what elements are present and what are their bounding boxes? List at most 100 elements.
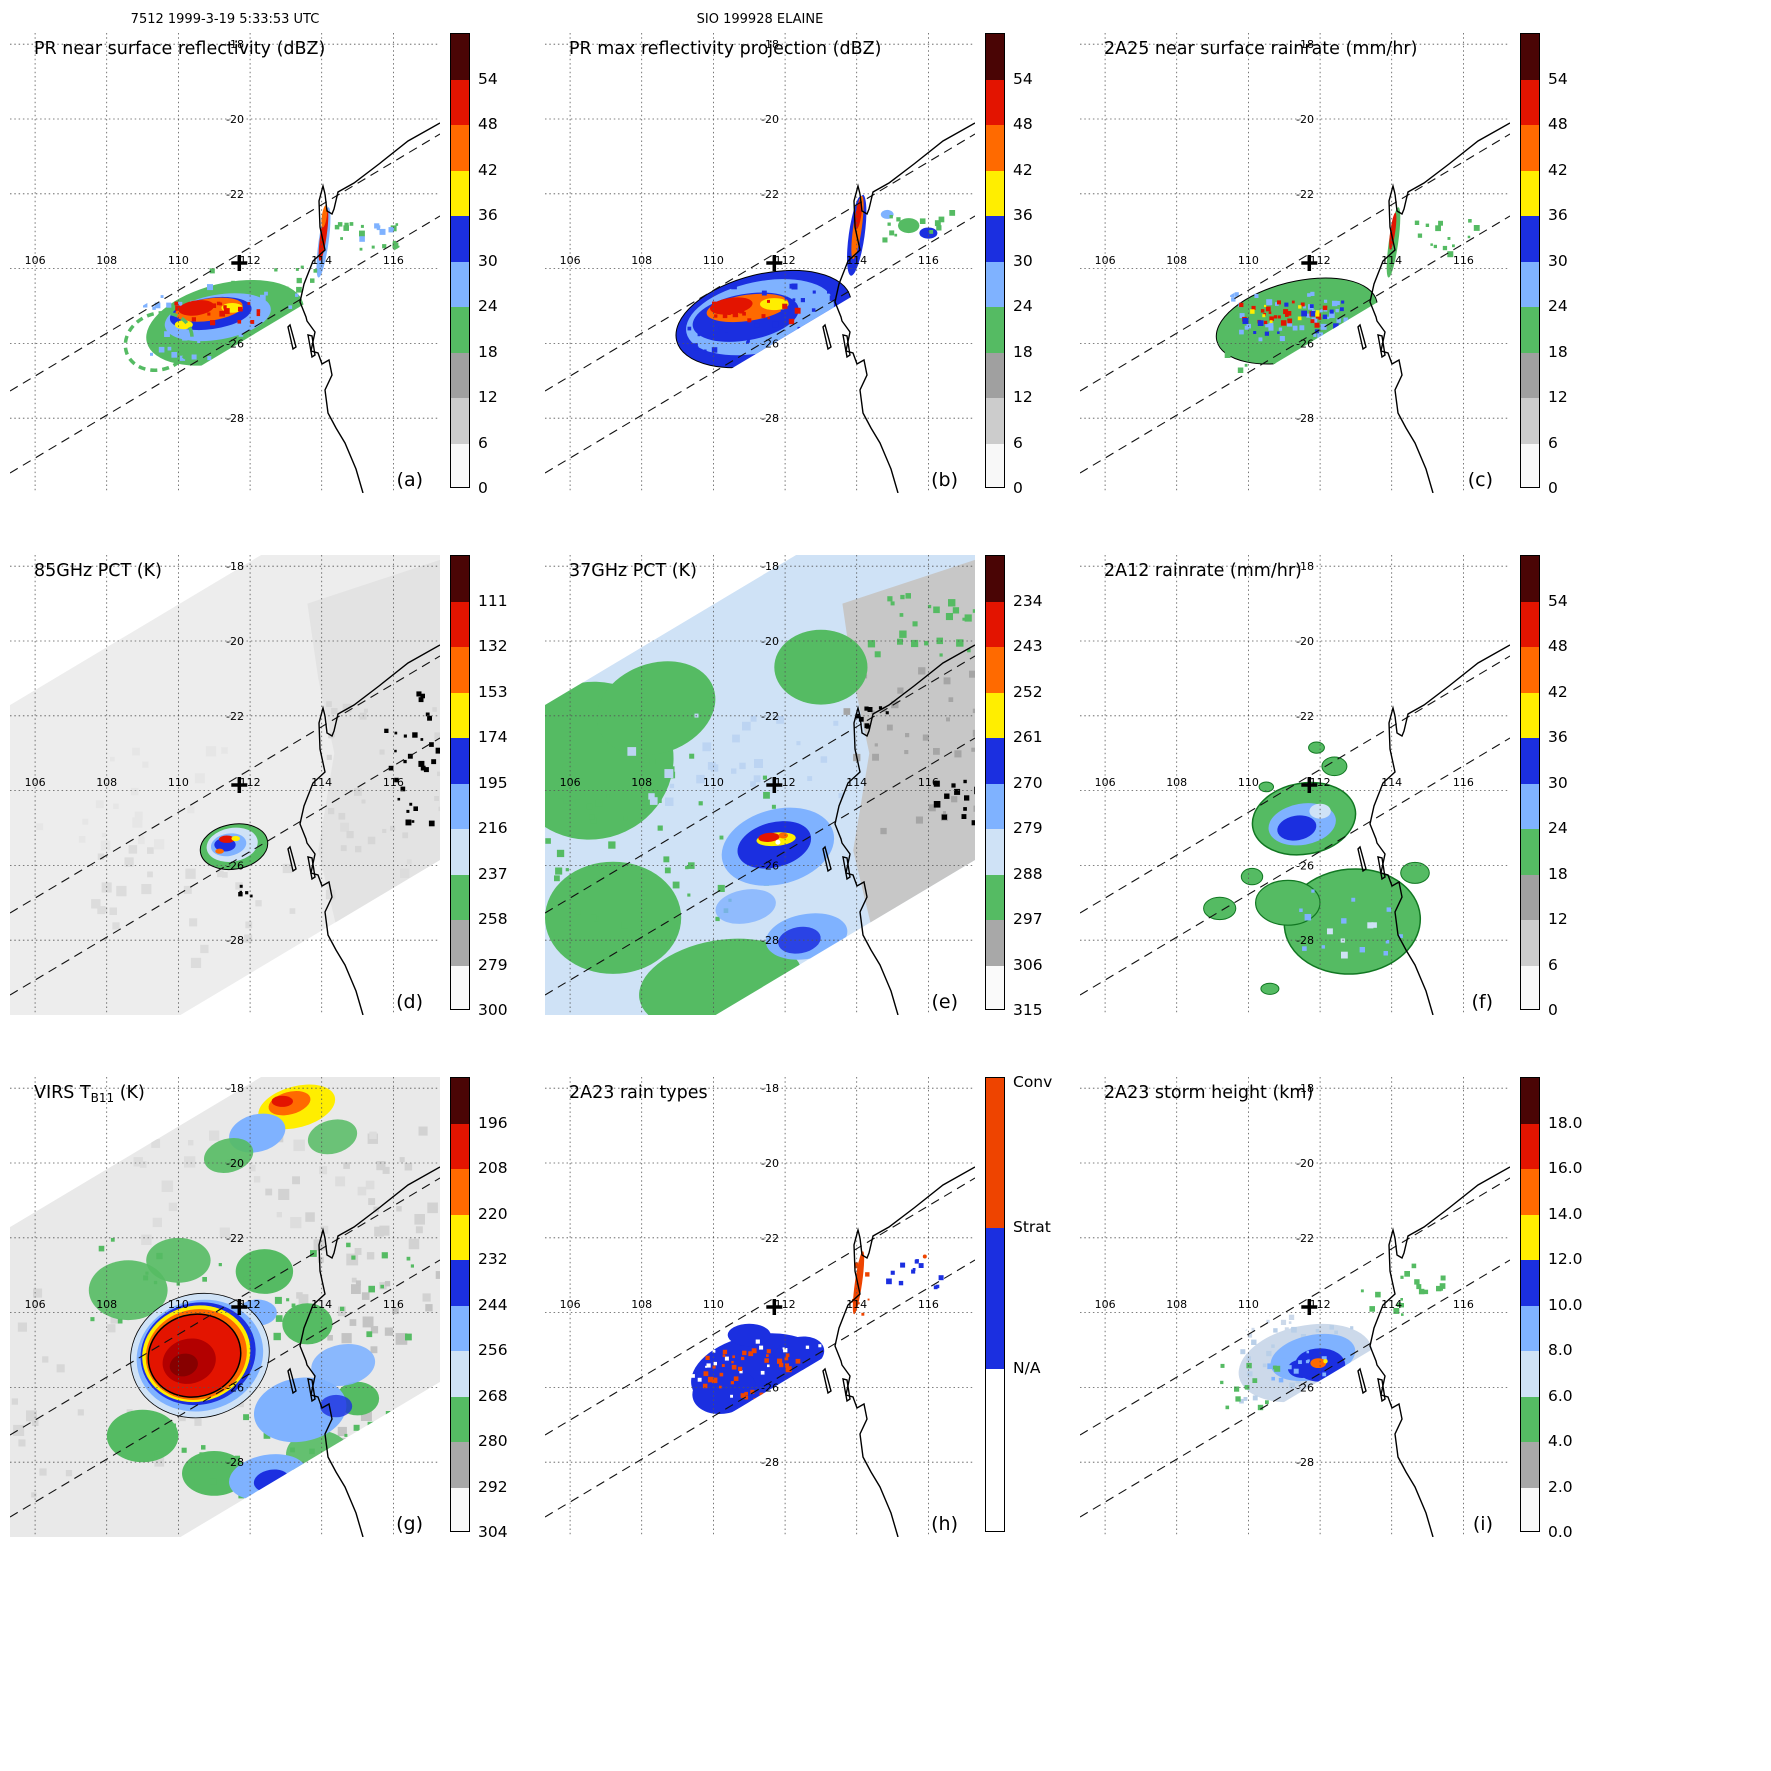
- geo-label: 108: [96, 776, 117, 789]
- panel-i: 106 108 110 112 114 116 -18 -20 -22 -26 -28 2A23 st…: [1080, 1077, 1615, 1599]
- coastline: [1369, 644, 1510, 1015]
- colorbar-category-label: N/A: [1013, 1359, 1041, 1378]
- geo-label: -18: [1296, 560, 1314, 573]
- colorbar-bar: [1520, 1077, 1540, 1532]
- colorbar-segment: [451, 1260, 469, 1306]
- storm-center-marker: [766, 255, 783, 271]
- colorbar-bar: [1520, 555, 1540, 1010]
- geo-label: -20: [226, 113, 244, 126]
- coastline: [307, 334, 316, 359]
- map-c: 106 108 110 112 114 116 -18 -20 -22 -26 -28 2A25 ne…: [1080, 33, 1510, 493]
- colorbar-tick: 42: [1548, 682, 1568, 701]
- geo-label: -28: [226, 1456, 244, 1469]
- colorbar-segment: [451, 920, 469, 966]
- swath-edge-line: [10, 133, 440, 392]
- colorbar-category-label: Conv: [1013, 1072, 1053, 1091]
- geo-label: -18: [761, 38, 779, 51]
- colorbar-tick: 297: [1013, 910, 1043, 928]
- colorbar-segment: [986, 829, 1004, 875]
- geo-label: 106: [25, 254, 46, 267]
- geo-label: 116: [1453, 1298, 1474, 1311]
- geo-label: -26: [226, 1381, 244, 1394]
- map-g: 106 108 110 112 114 116 -18 -20 -22 -26 -28 VIRS TB…: [10, 1077, 440, 1537]
- panel-title: 37GHz PCT (K): [569, 561, 697, 581]
- geo-label: 112: [775, 1298, 796, 1311]
- colorbar-tick: 30: [478, 251, 498, 270]
- swath-edge-line: [10, 1259, 440, 1518]
- geo-label: -28: [761, 412, 779, 425]
- geo-label: 112: [775, 254, 796, 267]
- geo-label: 116: [383, 254, 404, 267]
- colorbar-segment: [1521, 307, 1539, 353]
- map-h: 106 108 110 112 114 116 -18 -20 -22 -26 -28 2A23 ra…: [545, 1077, 975, 1537]
- geo-label: -28: [226, 934, 244, 947]
- geo-label: 116: [918, 254, 939, 267]
- geo-label: -22: [226, 188, 244, 201]
- colorbar-tick: 6.0: [1548, 1386, 1573, 1405]
- swath-edge-line: [10, 737, 440, 996]
- colorbar-tick: 0: [478, 479, 488, 497]
- colorbar-segment: [1521, 647, 1539, 693]
- colorbar-segment: [1521, 261, 1539, 307]
- geo-label: -18: [226, 38, 244, 51]
- colorbar-tick: 36: [1548, 206, 1568, 224]
- colorbar-segment: [451, 1442, 469, 1488]
- geo-label: 114: [846, 776, 867, 789]
- colorbar-tick: 24: [1548, 297, 1568, 315]
- panel-e: 106 108 110 112 114 116 -18 -20 -22 -26 -28 37GHz P…: [545, 555, 1080, 1077]
- colorbar-segment: [451, 1305, 469, 1351]
- geo-label: 108: [1166, 254, 1187, 267]
- colorbar-tick: 304: [478, 1523, 508, 1541]
- coastline: [822, 323, 832, 351]
- panel-letter: (i): [1473, 1513, 1493, 1535]
- colorbar-tick: 30: [1548, 251, 1568, 270]
- orbit-timestamp: 7512 1999-3-19 5:33:53 UTC: [130, 12, 320, 27]
- colorbar-segment: [451, 647, 469, 693]
- colorbar-segment: [451, 738, 469, 784]
- panel-letter: (e): [931, 991, 958, 1013]
- panel-letter: (a): [397, 469, 423, 491]
- colorbar-tick: 243: [1013, 637, 1043, 655]
- colorbar-segment: [451, 1123, 469, 1169]
- map-data-layer: [1220, 1263, 1446, 1411]
- geo-label: -28: [761, 934, 779, 947]
- colorbar: Conv Strat N/A: [985, 1073, 1077, 1533]
- colorbar: 54 48 42 36 30 24 18 12 6 0: [985, 33, 1077, 497]
- panel-title: 2A23 storm height (km): [1104, 1083, 1313, 1103]
- geo-label: -22: [226, 1232, 244, 1245]
- panel-f: 106 108 110 112 114 116 -18 -20 -22 -26 -28 2A12 ra…: [1080, 555, 1615, 1077]
- geo-label: 112: [1310, 776, 1331, 789]
- geo-label: 106: [1095, 776, 1116, 789]
- colorbar-tick: 2.0: [1548, 1477, 1573, 1496]
- coastline: [1369, 122, 1510, 493]
- colorbar-tick: 18: [1013, 342, 1033, 361]
- colorbar-segment: [451, 352, 469, 398]
- geo-label: 116: [383, 776, 404, 789]
- colorbar-tick: 12: [1548, 388, 1568, 406]
- geo-label: 112: [1310, 254, 1331, 267]
- swath-edge-line: [10, 1177, 440, 1436]
- geo-label: -28: [1296, 1456, 1314, 1469]
- geo-label: -20: [226, 1157, 244, 1170]
- colorbar-tick: 292: [478, 1477, 508, 1496]
- colorbar-tick: 12: [478, 388, 498, 406]
- colorbar-tick: 306: [1013, 955, 1043, 974]
- colorbar-segment: [1521, 738, 1539, 784]
- geo-label: -22: [761, 1232, 779, 1245]
- colorbar-tick: 24: [478, 297, 498, 315]
- colorbar-segment: [1521, 1214, 1539, 1260]
- panel-title: 2A12 rainrate (mm/hr): [1104, 561, 1302, 581]
- colorbar-tick: 48: [478, 115, 498, 133]
- swath-edge-line: [1080, 1177, 1510, 1436]
- geo-label: 116: [918, 1298, 939, 1311]
- map-data-layer: [123, 205, 400, 373]
- colorbar-segment: [1521, 874, 1539, 920]
- colorbar-tick: 300: [478, 1001, 508, 1019]
- colorbar-tick: 4.0: [1548, 1432, 1573, 1450]
- geo-label: 110: [1238, 1298, 1259, 1311]
- colorbar-tick: 18: [1548, 342, 1568, 361]
- colorbar-tick: 30: [1548, 773, 1568, 792]
- panel-letter: (d): [396, 991, 423, 1013]
- colorbar-segment: [1521, 829, 1539, 875]
- storm-center-marker: [1301, 777, 1318, 793]
